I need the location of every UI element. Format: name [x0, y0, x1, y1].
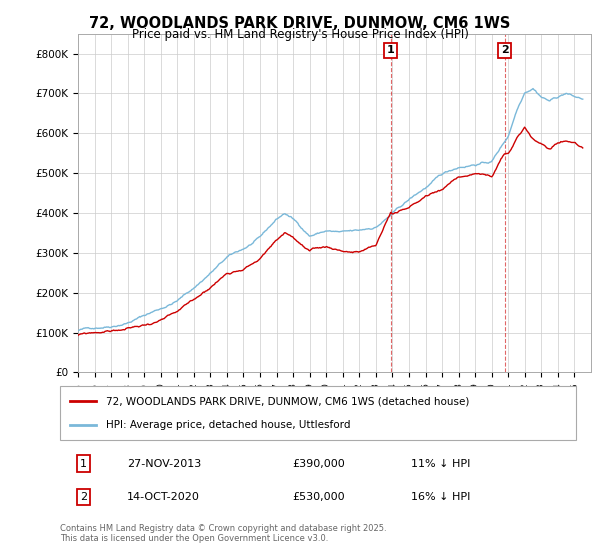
Text: 16% ↓ HPI: 16% ↓ HPI [411, 492, 470, 502]
Text: 14-OCT-2020: 14-OCT-2020 [127, 492, 200, 502]
Text: 1: 1 [80, 459, 87, 469]
Text: 11% ↓ HPI: 11% ↓ HPI [411, 459, 470, 469]
Text: 72, WOODLANDS PARK DRIVE, DUNMOW, CM6 1WS: 72, WOODLANDS PARK DRIVE, DUNMOW, CM6 1W… [89, 16, 511, 31]
Text: Contains HM Land Registry data © Crown copyright and database right 2025.
This d: Contains HM Land Registry data © Crown c… [60, 524, 386, 543]
Text: £530,000: £530,000 [292, 492, 345, 502]
Text: 72, WOODLANDS PARK DRIVE, DUNMOW, CM6 1WS (detached house): 72, WOODLANDS PARK DRIVE, DUNMOW, CM6 1W… [106, 396, 470, 407]
Text: Price paid vs. HM Land Registry's House Price Index (HPI): Price paid vs. HM Land Registry's House … [131, 28, 469, 41]
Text: 2: 2 [80, 492, 87, 502]
Text: HPI: Average price, detached house, Uttlesford: HPI: Average price, detached house, Uttl… [106, 419, 351, 430]
Text: 27-NOV-2013: 27-NOV-2013 [127, 459, 202, 469]
Text: 2: 2 [501, 45, 508, 55]
FancyBboxPatch shape [60, 386, 576, 440]
Text: £390,000: £390,000 [292, 459, 345, 469]
Text: 1: 1 [387, 45, 395, 55]
